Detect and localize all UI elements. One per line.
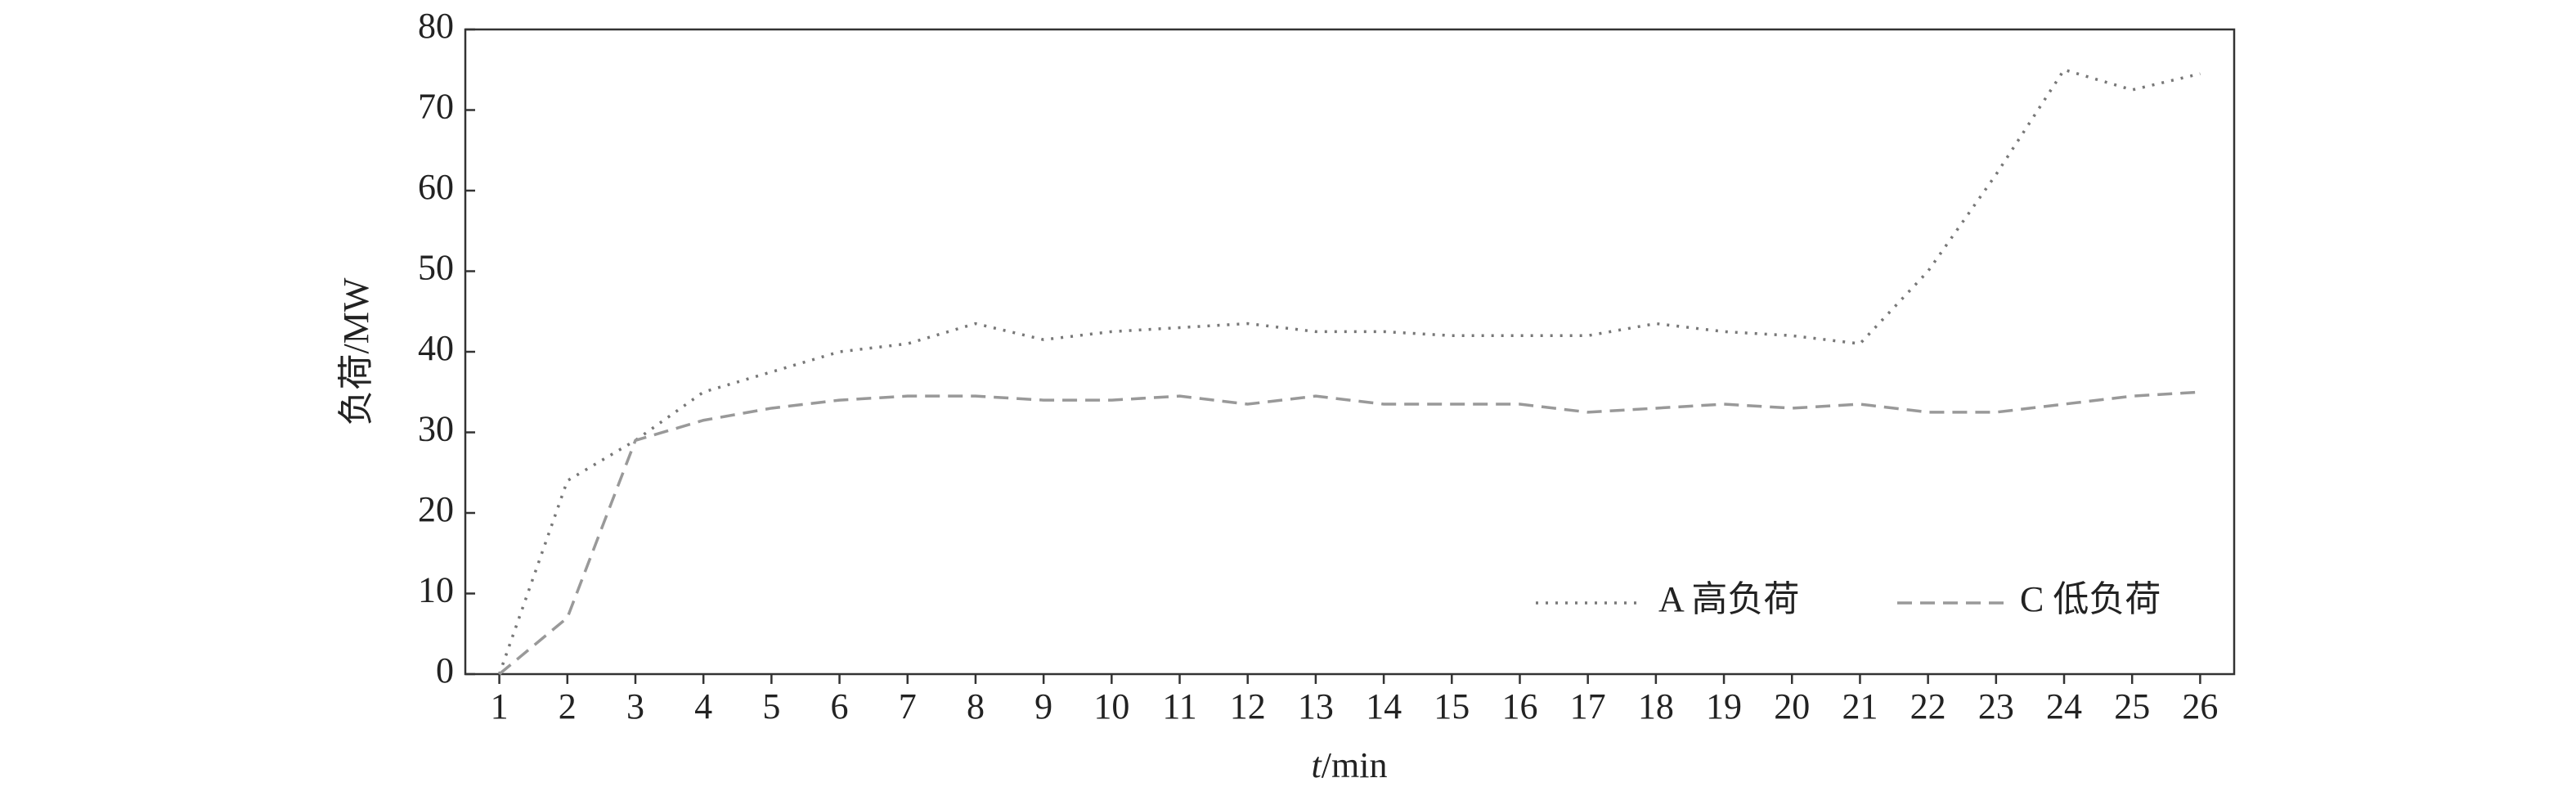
x-tick-label: 19 xyxy=(1706,686,1742,726)
x-tick-label: 16 xyxy=(1501,686,1537,726)
y-tick-label: 60 xyxy=(418,167,454,207)
x-axis-label: t/min xyxy=(1312,745,1388,785)
x-tick-label: 2 xyxy=(559,686,577,726)
x-tick-label: 11 xyxy=(1162,686,1196,726)
x-tick-label: 7 xyxy=(899,686,917,726)
x-tick-label: 9 xyxy=(1034,686,1052,726)
y-tick-label: 0 xyxy=(436,650,454,690)
legend-label: C 低负荷 xyxy=(2020,579,2161,619)
y-tick-label: 70 xyxy=(418,87,454,127)
y-axis-label: 负荷/MW xyxy=(336,277,376,425)
series-line xyxy=(497,68,2201,675)
x-tick-label: 21 xyxy=(1842,686,1878,726)
x-tick-label: 18 xyxy=(1638,686,1674,726)
x-tick-label: 23 xyxy=(1978,686,2014,726)
legend-label: A 高负荷 xyxy=(1658,579,1799,619)
x-tick-label: 25 xyxy=(2114,686,2150,726)
x-tick-label: 1 xyxy=(491,686,509,726)
y-tick-label: 30 xyxy=(418,409,454,449)
x-tick-label: 14 xyxy=(1366,686,1402,726)
x-axis-label-var: t xyxy=(1312,745,1323,785)
x-tick-label: 22 xyxy=(1910,686,1946,726)
x-tick-label: 4 xyxy=(694,686,712,726)
x-tick-label: 26 xyxy=(2182,686,2218,726)
x-tick-label: 15 xyxy=(1434,686,1470,726)
y-tick-label: 20 xyxy=(418,489,454,529)
x-tick-label: 20 xyxy=(1774,686,1810,726)
y-tick-label: 10 xyxy=(418,570,454,610)
y-tick-label: 50 xyxy=(418,248,454,288)
plot-frame xyxy=(464,28,2236,676)
y-tick-label: 80 xyxy=(418,6,454,46)
x-tick-label: 10 xyxy=(1093,686,1129,726)
x-tick-label: 5 xyxy=(762,686,780,726)
x-tick-label: 12 xyxy=(1230,686,1266,726)
x-tick-label: 8 xyxy=(967,686,985,726)
x-tick-label: 3 xyxy=(626,686,644,726)
series-line xyxy=(498,390,2201,676)
x-axis-label-unit: /min xyxy=(1322,745,1388,785)
x-tick-label: 6 xyxy=(831,686,849,726)
x-tick-label: 13 xyxy=(1298,686,1334,726)
y-tick-label: 40 xyxy=(418,328,454,368)
x-tick-label: 24 xyxy=(2046,686,2082,726)
x-tick-label: 17 xyxy=(1570,686,1606,726)
